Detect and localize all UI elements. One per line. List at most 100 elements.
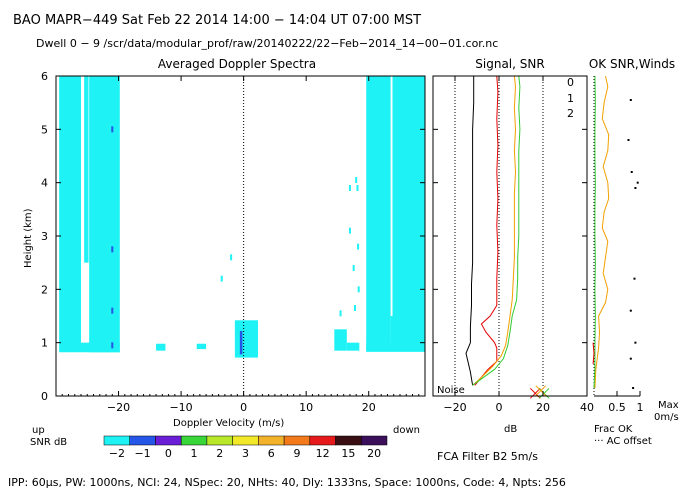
spectra-speck-7 bbox=[356, 185, 359, 191]
colorbar-swatch-6 bbox=[258, 435, 285, 446]
signal-dotted-gridlines bbox=[454, 76, 544, 396]
winds-xtick-label-0: 0.5 bbox=[608, 401, 626, 414]
winds-axes: 0.5 1 bbox=[594, 391, 644, 414]
up-label: up bbox=[32, 425, 45, 436]
spectra-cells bbox=[59, 76, 425, 358]
signal-series-3 bbox=[472, 75, 521, 386]
winds-dot-9 bbox=[632, 387, 635, 389]
signal-series-0 bbox=[465, 76, 475, 386]
doppler-xtick-label-3: 10 bbox=[299, 401, 313, 414]
down-label: down bbox=[393, 425, 420, 436]
colorbar-swatch-1 bbox=[129, 435, 156, 446]
winds-series-0 bbox=[594, 75, 610, 389]
colorbar-tick-5: 3 bbox=[242, 447, 249, 460]
filter-label: FCA Filter B2 5m/s bbox=[437, 450, 538, 463]
winds-panel-title: OK SNR,Winds bbox=[589, 57, 675, 71]
winds-dot-7 bbox=[629, 99, 632, 101]
spectra-speck-11 bbox=[357, 286, 360, 293]
spectra-cell-6 bbox=[234, 320, 259, 358]
colorbar-swatch-2 bbox=[155, 435, 182, 446]
spectra-speck-1 bbox=[111, 246, 114, 253]
colorbar-tick-2: 0 bbox=[165, 447, 172, 460]
winds-dots bbox=[627, 99, 639, 389]
spectra-speck-10 bbox=[352, 265, 355, 271]
frac-ok-label: Frac OK bbox=[594, 424, 633, 435]
height-tick-label-1: 1 bbox=[41, 337, 48, 350]
colorbar-swatch-7 bbox=[283, 435, 311, 446]
spectra-speck-12 bbox=[353, 305, 356, 311]
spectra-cell-4 bbox=[156, 343, 166, 351]
spectra-cell-8 bbox=[334, 329, 347, 351]
colorbar-swatch-0 bbox=[103, 435, 130, 446]
max-label: Max bbox=[658, 400, 679, 411]
spectra-speck-8 bbox=[348, 227, 351, 234]
colorbar-swatch-5 bbox=[232, 435, 259, 446]
legend-0: 0 bbox=[567, 76, 574, 89]
doppler-spectra-panel: Averaged Doppler Spectra −20 −10 0 10 200123… bbox=[23, 57, 426, 460]
doppler-x-axis-label: Doppler Velocity (m/s) bbox=[173, 418, 284, 429]
colorbar-tick-1: −1 bbox=[134, 447, 150, 460]
colorbar-swatch-9 bbox=[335, 435, 362, 446]
spectra-specks bbox=[111, 126, 360, 349]
doppler-panel-title: Averaged Doppler Spectra bbox=[158, 57, 316, 71]
colorbar-swatch-8 bbox=[309, 435, 336, 446]
signal-x-axis-label: dB bbox=[504, 424, 517, 435]
height-tick-label-5: 5 bbox=[41, 123, 48, 136]
spectra-cell-5 bbox=[196, 343, 207, 350]
spectra-speck-9 bbox=[357, 243, 360, 250]
winds-dot-2 bbox=[629, 309, 632, 312]
signal-series-2 bbox=[472, 75, 517, 386]
winds-series-1 bbox=[593, 75, 596, 389]
colorbar-tick-10: 20 bbox=[367, 447, 381, 460]
signal-panel-title: Signal, SNR bbox=[475, 57, 544, 71]
doppler-xtick-label-4: 20 bbox=[362, 401, 376, 414]
header-line-2: Dwell 0 − 9 /scr/data/modular_prof/raw/2… bbox=[36, 37, 498, 50]
header-line-1: BAO MAPR−449 Sat Feb 22 2014 14:00 − 14:… bbox=[13, 13, 421, 28]
spectra-cell-12 bbox=[390, 316, 393, 352]
spectra-cell-2 bbox=[89, 76, 120, 353]
spectra-cell-0 bbox=[59, 76, 82, 353]
max-value-label: 0m/s bbox=[654, 412, 679, 423]
colorbar-tick-4: 2 bbox=[216, 447, 223, 460]
height-tick-label-4: 4 bbox=[41, 177, 48, 190]
winds-dot-1 bbox=[634, 341, 637, 344]
signal-marker-0 bbox=[529, 387, 541, 399]
spectra-speck-6 bbox=[348, 185, 351, 191]
height-tick-label-0: 0 bbox=[41, 390, 48, 403]
winds-dot-0 bbox=[629, 357, 632, 360]
spectra-cell-11 bbox=[392, 76, 425, 352]
signal-xtick-label-0: −20 bbox=[443, 401, 466, 414]
colorbar-tick-0: −2 bbox=[109, 447, 125, 460]
colorbar-tick-3: 1 bbox=[191, 447, 198, 460]
spectra-cell-10 bbox=[366, 76, 391, 352]
doppler-axes: −20 −10 0 10 20 0 1 2 3 4 5 6 bbox=[41, 70, 426, 414]
winds-dot-3 bbox=[633, 277, 636, 280]
signal-markers bbox=[529, 385, 550, 399]
noise-label: Noise bbox=[437, 385, 465, 396]
spectra-speck-0 bbox=[111, 126, 114, 133]
colorbar-tick-6: 6 bbox=[268, 447, 275, 460]
colorbar-swatch-3 bbox=[180, 435, 208, 446]
legend-1: 1 bbox=[567, 92, 574, 105]
colorbar-tick-8: 12 bbox=[316, 447, 330, 460]
signal-xtick-label-1: 0 bbox=[496, 401, 503, 414]
winds-xtick-label-1: 1 bbox=[637, 401, 644, 414]
height-tick-label-3: 3 bbox=[41, 230, 48, 243]
spectra-speck-2 bbox=[111, 307, 114, 314]
winds-dot-6 bbox=[630, 171, 633, 173]
colorbar-swatch-4 bbox=[206, 435, 233, 446]
doppler-xtick-label-0: −20 bbox=[107, 401, 130, 414]
spectra-cell-13 bbox=[366, 342, 425, 352]
spectra-cell-9 bbox=[346, 342, 360, 351]
signal-marker-2 bbox=[535, 385, 547, 397]
height-tick-label-2: 2 bbox=[41, 283, 48, 296]
ok-snr-winds-panel: OK SNR,Winds 0.5 1 Frac OK ··· AC offset … bbox=[589, 57, 679, 447]
doppler-xtick-label-1: −10 bbox=[169, 401, 192, 414]
colorbar-swatch-10 bbox=[361, 435, 388, 446]
snr-colorbar-label: SNR dB bbox=[30, 437, 67, 448]
colorbar-tick-7: 9 bbox=[293, 447, 300, 460]
winds-series-2 bbox=[592, 342, 595, 365]
winds-dot-4 bbox=[634, 187, 637, 189]
colorbar-tick-9: 15 bbox=[341, 447, 355, 460]
